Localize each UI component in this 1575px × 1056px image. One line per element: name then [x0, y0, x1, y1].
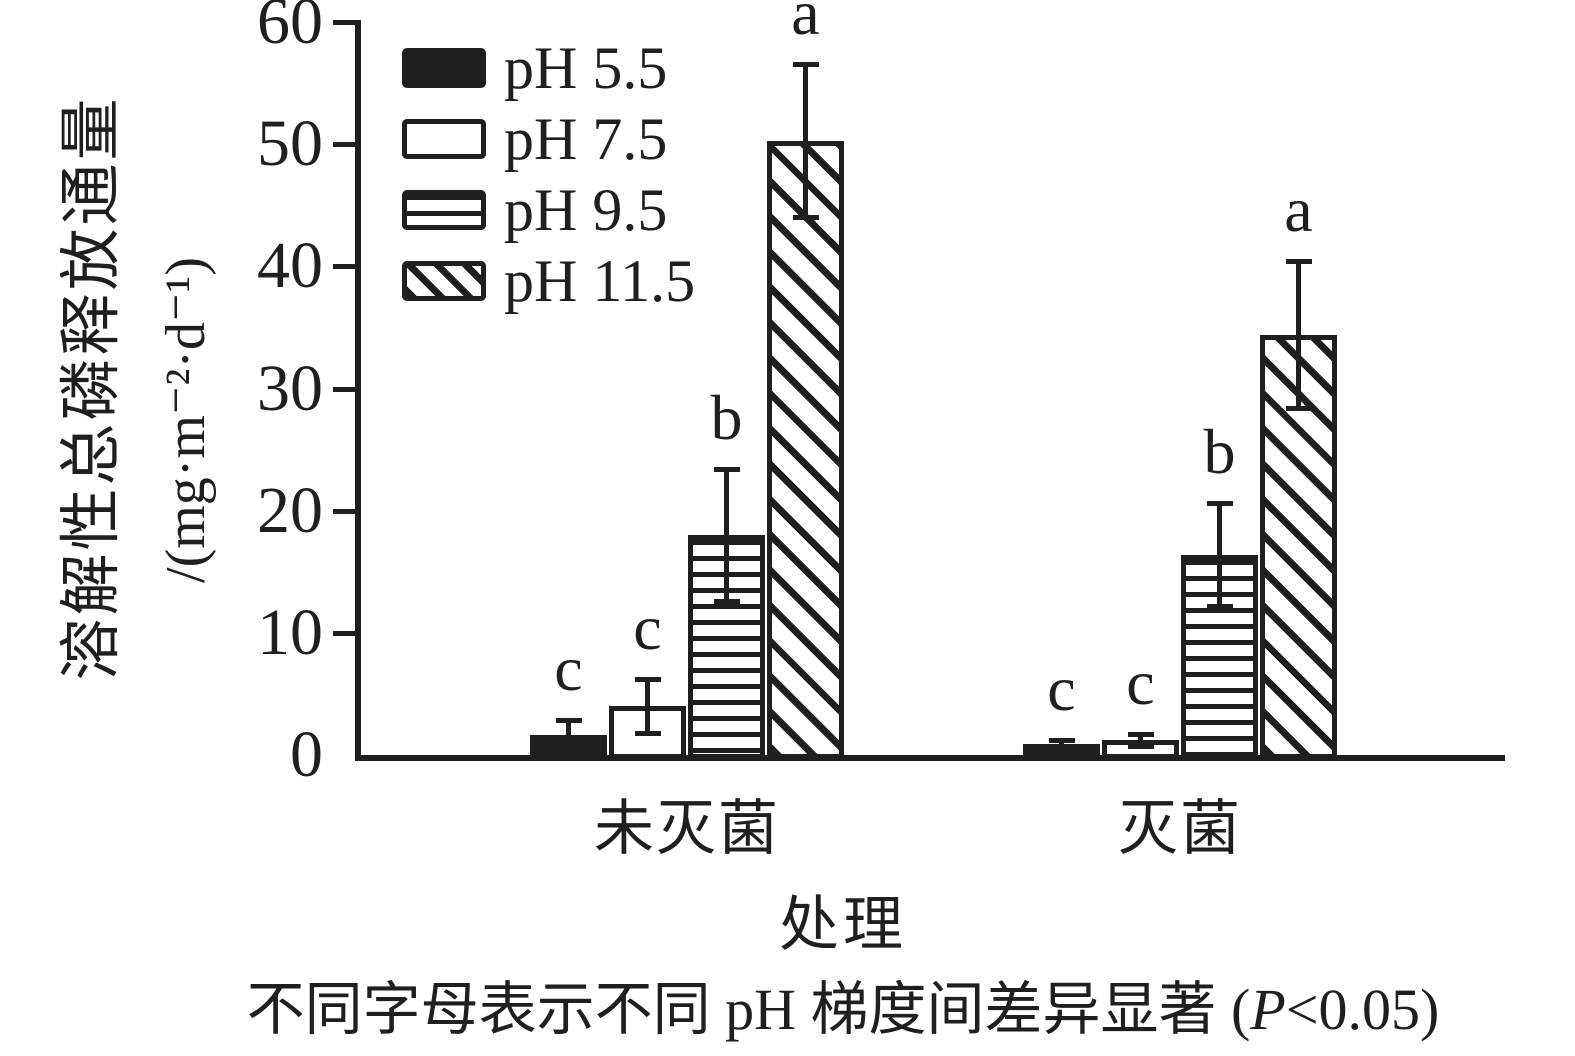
legend-label: pH 5.5	[504, 35, 668, 101]
legend-swatch-open	[402, 119, 486, 159]
bar-pH11.5-未灭菌	[767, 140, 844, 759]
significance-letter: b	[1203, 416, 1236, 488]
error-bar-top-cap	[555, 717, 582, 723]
y-tick-label: 20	[257, 473, 323, 547]
error-bar-top-cap	[1127, 732, 1154, 738]
significance-letter: c	[1047, 653, 1076, 725]
y-tick	[333, 142, 355, 148]
legend-label: pH 11.5	[504, 248, 696, 314]
error-bar-top-cap	[1285, 259, 1312, 265]
caption-pvalue: <0.05)	[1285, 977, 1440, 1042]
significance-letter: c	[1126, 647, 1155, 719]
legend-label: pH 7.5	[504, 106, 668, 172]
significance-letter: a	[1284, 174, 1313, 246]
y-tick	[333, 386, 355, 392]
y-tick-label: 50	[257, 107, 323, 181]
x-axis-line	[355, 755, 1505, 761]
category-label-灭菌: 灭菌	[1118, 796, 1242, 862]
significance-letter: c	[554, 632, 583, 704]
category-label-未灭菌: 未灭菌	[594, 796, 780, 862]
significance-letter: c	[633, 592, 662, 664]
error-bar-top-cap	[792, 61, 819, 67]
y-tick-label: 40	[257, 229, 323, 303]
error-bar-bottom-cap	[1206, 603, 1233, 609]
y-axis-line	[355, 20, 361, 761]
legend-label: pH 9.5	[504, 177, 668, 243]
error-bar	[566, 719, 571, 752]
error-bar	[724, 469, 729, 602]
caption-p-symbol: P	[1250, 977, 1286, 1042]
y-tick-label: 0	[290, 718, 323, 791]
y-tick	[333, 630, 355, 636]
x-axis-title: 处理	[779, 892, 907, 958]
significance-letter: a	[791, 0, 820, 48]
error-bar-bottom-cap	[1048, 745, 1075, 751]
caption-text: 不同字母表示不同 pH 梯度间差异显著 (	[246, 977, 1251, 1042]
y-tick	[333, 508, 355, 514]
y-tick-label: 10	[257, 595, 323, 669]
error-bar-bottom-cap	[634, 731, 661, 736]
error-bar	[1217, 503, 1222, 606]
error-bar-bottom-cap	[792, 215, 819, 221]
legend-swatch-solid	[402, 48, 486, 88]
y-tick-label: 30	[257, 351, 323, 425]
error-bar-top-cap	[1048, 738, 1075, 744]
y-tick	[333, 264, 355, 270]
error-bar-top-cap	[1206, 501, 1233, 507]
error-bar	[1059, 740, 1064, 748]
error-bar-bottom-cap	[1127, 744, 1154, 750]
error-bar	[645, 679, 650, 733]
significance-letter: b	[710, 382, 743, 454]
caption: 不同字母表示不同 pH 梯度间差异显著 (P<0.05)	[247, 977, 1440, 1043]
error-bar-bottom-cap	[713, 599, 740, 605]
legend-swatch-diag	[402, 261, 486, 301]
error-bar-top-cap	[634, 677, 661, 683]
error-bar-top-cap	[713, 467, 740, 473]
legend-swatch-hlines	[402, 190, 486, 230]
error-bar-bottom-cap	[1285, 406, 1312, 412]
error-bar-bottom-cap	[555, 749, 582, 755]
error-bar	[1138, 734, 1143, 747]
error-bar	[1296, 261, 1301, 409]
y-tick	[333, 20, 355, 25]
error-bar	[803, 63, 808, 218]
y-tick-label: 60	[257, 0, 323, 58]
